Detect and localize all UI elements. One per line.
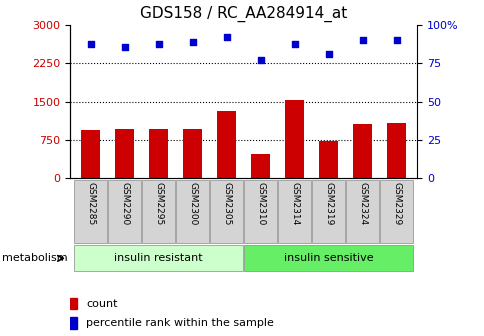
Bar [217, 111, 236, 178]
Point [222, 35, 230, 40]
Point [154, 41, 162, 46]
Point [324, 51, 332, 57]
Bar [318, 141, 337, 178]
FancyBboxPatch shape [379, 180, 412, 243]
FancyBboxPatch shape [210, 180, 243, 243]
Text: GSM2305: GSM2305 [222, 182, 231, 226]
FancyBboxPatch shape [345, 180, 378, 243]
Bar [81, 130, 100, 178]
Text: GSM2324: GSM2324 [358, 182, 366, 225]
FancyBboxPatch shape [142, 180, 175, 243]
Text: GSM2300: GSM2300 [188, 182, 197, 226]
Text: GSM2329: GSM2329 [392, 182, 400, 225]
FancyBboxPatch shape [176, 180, 209, 243]
FancyBboxPatch shape [311, 180, 345, 243]
Bar [70, 317, 77, 329]
Bar [115, 129, 134, 178]
Bar [183, 129, 202, 178]
Point [290, 41, 298, 46]
FancyBboxPatch shape [108, 180, 141, 243]
Point [188, 39, 196, 45]
Point [358, 38, 366, 43]
Title: GDS158 / RC_AA284914_at: GDS158 / RC_AA284914_at [140, 6, 347, 23]
Point [121, 44, 128, 49]
Bar [74, 245, 243, 271]
Text: metabolism: metabolism [2, 253, 68, 263]
Bar [387, 123, 405, 178]
Text: insulin resistant: insulin resistant [114, 253, 203, 263]
Point [87, 41, 94, 46]
FancyBboxPatch shape [74, 180, 107, 243]
Point [392, 38, 400, 43]
FancyBboxPatch shape [277, 180, 311, 243]
Text: GSM2295: GSM2295 [154, 182, 163, 225]
Text: insulin sensitive: insulin sensitive [283, 253, 373, 263]
Bar [149, 129, 168, 178]
Point [257, 58, 264, 63]
Text: GSM2285: GSM2285 [86, 182, 95, 225]
Bar [285, 100, 303, 178]
Text: percentile rank within the sample: percentile rank within the sample [86, 318, 273, 328]
Text: GSM2314: GSM2314 [289, 182, 299, 225]
Text: count: count [86, 299, 117, 308]
Text: GSM2310: GSM2310 [256, 182, 265, 226]
Bar [251, 154, 270, 178]
Bar [70, 298, 77, 309]
FancyBboxPatch shape [243, 180, 277, 243]
Text: GSM2319: GSM2319 [323, 182, 333, 226]
Bar [353, 124, 371, 178]
Bar [243, 245, 412, 271]
Text: GSM2290: GSM2290 [120, 182, 129, 225]
